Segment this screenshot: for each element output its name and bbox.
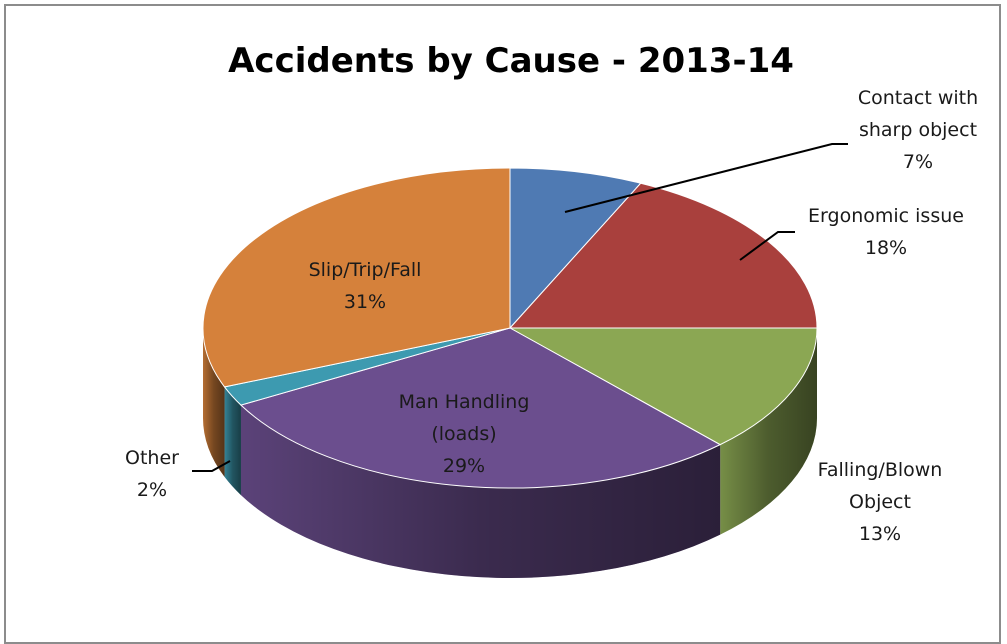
slice-label-line: Object — [849, 491, 911, 513]
slice-label-line: Slip/Trip/Fall — [309, 259, 422, 281]
slice-label-line: Falling/Blown — [818, 459, 943, 481]
slice-label-line: 31% — [344, 291, 386, 313]
pie-tops — [202, 167, 818, 489]
slice-label-line: 29% — [443, 455, 485, 477]
slice-labels: Contact with sharp object 7% Ergonomic issu… — [125, 87, 978, 545]
pie-slice-man-handling-loads — [239, 327, 722, 489]
chart-title: Accidents by Cause - 2013-14 — [228, 41, 794, 81]
slice-label-line: sharp object — [859, 119, 977, 141]
pie-side-shade-man-handling-loads — [240, 405, 721, 578]
pie-slice-slip-trip-fall — [202, 167, 511, 388]
slice-label-slip-trip-fall: Slip/Trip/Fall 31% — [309, 259, 422, 313]
pie-side-shade-falling-blown-object — [720, 328, 817, 535]
slice-label-contact-with-sharp-object: Contact with sharp object 7% — [858, 87, 978, 173]
slice-label-line: (loads) — [431, 423, 496, 445]
leader-line-contact-with-sharp-object — [564, 143, 848, 213]
leader-line-ergonomic-issue — [739, 231, 795, 261]
leader-line-other — [192, 460, 231, 472]
slice-label-line: Contact with — [858, 87, 978, 109]
slice-label-ergonomic-issue: Ergonomic issue 18% — [808, 205, 964, 259]
slice-label-line: Ergonomic issue — [808, 205, 964, 227]
slice-label-line: Man Handling — [399, 391, 530, 413]
leader-lines — [192, 143, 848, 472]
pie-side-shade-slip-trip-fall — [203, 328, 225, 477]
pie-sides — [203, 328, 817, 578]
slice-label-line: 2% — [137, 479, 167, 501]
slice-label-man-handling-loads: Man Handling (loads) 29% — [399, 391, 530, 477]
slice-label-line: Other — [125, 447, 179, 469]
slice-label-falling-blown-object: Falling/Blown Object 13% — [818, 459, 943, 545]
slice-label-line: 7% — [903, 151, 933, 173]
slice-label-other: Other 2% — [125, 447, 179, 501]
slice-label-line: 18% — [865, 237, 907, 259]
pie-side-shade-other — [224, 386, 241, 496]
slice-label-line: 13% — [859, 523, 901, 545]
pie-slice-ergonomic-issue — [508, 182, 818, 329]
pie-slice-falling-blown-object — [508, 327, 818, 446]
pie-slice-contact-with-sharp-object — [509, 167, 642, 330]
